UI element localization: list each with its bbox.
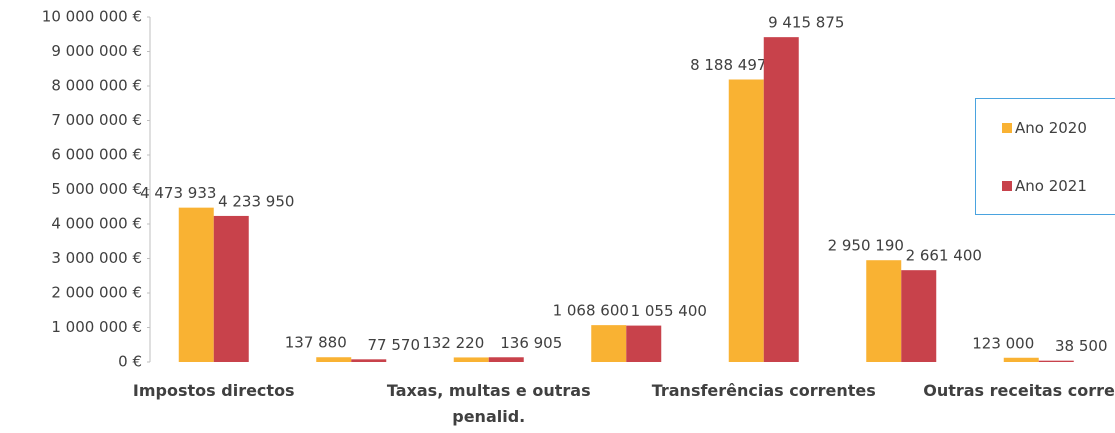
value-label: 2 661 400 xyxy=(906,247,982,265)
value-label: 132 220 xyxy=(422,334,484,352)
bar xyxy=(763,37,799,362)
x-tick-label: Outras receitas correntes xyxy=(923,381,1115,400)
legend-label: Ano 2020 xyxy=(1015,119,1087,137)
legend-swatch xyxy=(1002,181,1012,191)
bar xyxy=(213,215,249,362)
value-label: 4 473 933 xyxy=(140,184,216,202)
value-label: 8 188 497 xyxy=(690,56,766,74)
bar xyxy=(351,359,387,362)
y-tick-label: 5 000 000 € xyxy=(51,180,142,198)
y-tick-label: 9 000 000 € xyxy=(51,42,142,60)
value-label: 137 880 xyxy=(285,334,347,352)
y-tick-label: 7 000 000 € xyxy=(51,111,142,129)
bar xyxy=(591,325,627,362)
legend: Ano 2020 Ano 2021 xyxy=(975,98,1115,215)
bar xyxy=(728,79,764,362)
bar xyxy=(1038,360,1074,362)
y-tick-label: 10 000 000 € xyxy=(42,8,142,26)
bar xyxy=(626,325,662,362)
bar xyxy=(453,357,489,362)
x-tick-label: Taxas, multas e outras penalid. xyxy=(386,381,591,426)
legend-label: Ano 2021 xyxy=(1015,177,1087,195)
bar xyxy=(178,207,214,362)
bar xyxy=(488,357,524,362)
y-tick-label: 2 000 000 € xyxy=(51,284,142,302)
y-tick-label: 6 000 000 € xyxy=(51,146,142,164)
x-tick-label: Impostos directos xyxy=(132,381,295,400)
y-tick-label: 1 000 000 € xyxy=(51,318,142,336)
value-label: 136 905 xyxy=(500,334,562,352)
x-tick-label: Transferências correntes xyxy=(651,381,876,400)
value-label: 9 415 875 xyxy=(768,14,844,32)
bar xyxy=(1003,357,1039,362)
legend-swatch xyxy=(1002,123,1012,133)
value-label: 2 950 190 xyxy=(828,237,904,255)
value-label: 1 068 600 xyxy=(553,302,629,320)
y-tick-label: 4 000 000 € xyxy=(51,215,142,233)
bar xyxy=(901,270,937,362)
value-label: 4 233 950 xyxy=(218,192,294,210)
y-tick-label: 8 000 000 € xyxy=(51,77,142,95)
value-label: 123 000 xyxy=(972,334,1034,352)
value-label: 1 055 400 xyxy=(631,302,707,320)
value-label: 38 500 xyxy=(1055,337,1108,355)
legend-item: Ano 2020 xyxy=(1002,119,1087,137)
bar xyxy=(316,357,352,362)
value-label: 77 570 xyxy=(368,336,421,354)
legend-item: Ano 2021 xyxy=(1002,177,1087,195)
y-tick-label: 3 000 000 € xyxy=(51,249,142,267)
bar xyxy=(866,260,902,362)
y-tick-label: 0 € xyxy=(118,353,142,371)
